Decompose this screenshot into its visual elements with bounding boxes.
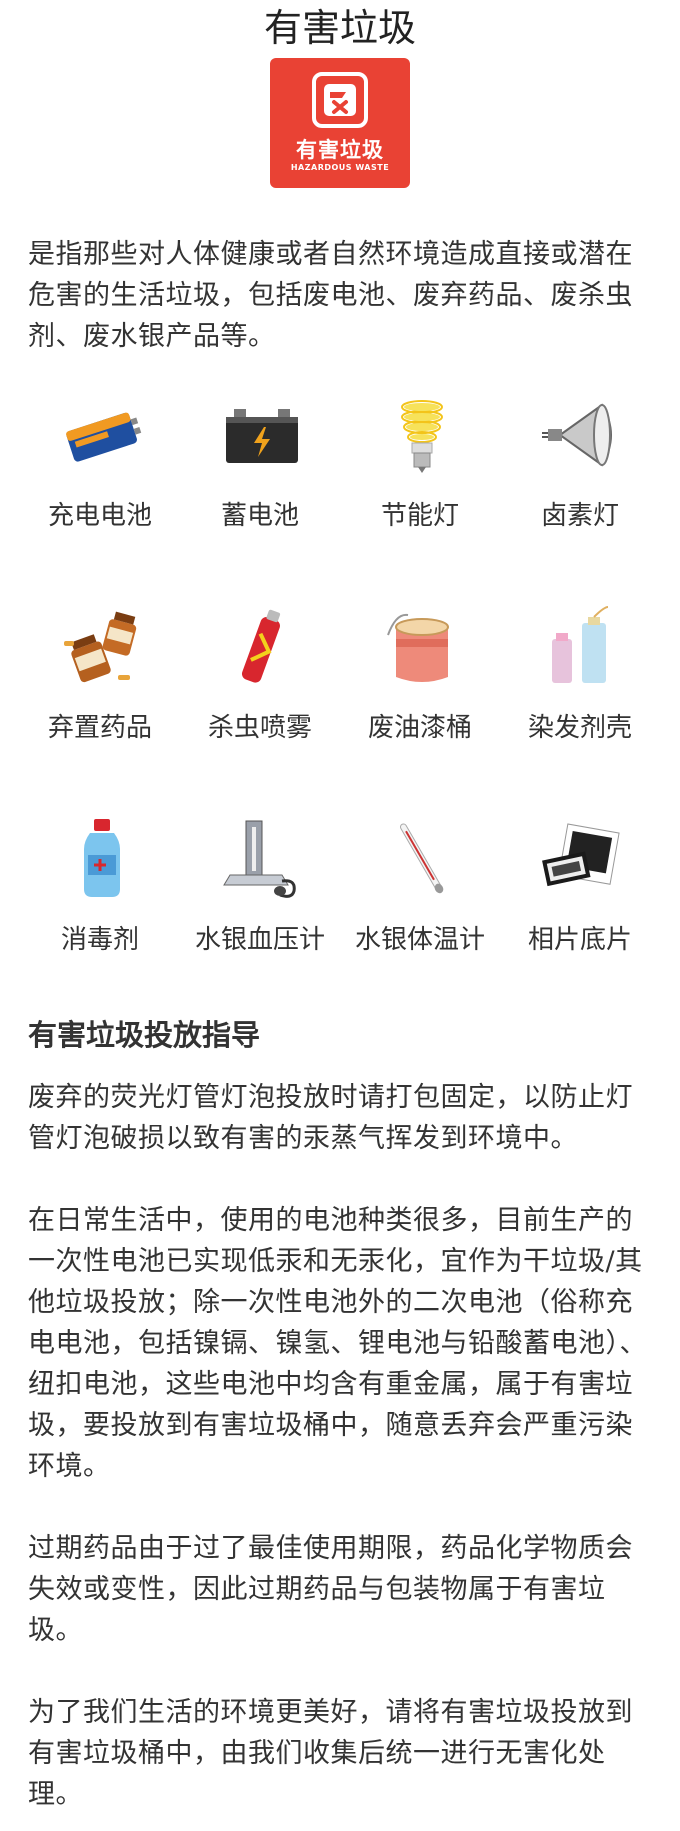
item-cell[interactable]: 弃置药品 (20, 591, 180, 803)
item-label: 蓄电池 (220, 501, 299, 531)
item-cell[interactable]: 杀虫喷雾 (180, 591, 340, 803)
item-label: 节能灯 (380, 501, 459, 531)
item-label: 消毒剂 (60, 925, 139, 955)
rechargeable-battery-icon (66, 412, 142, 462)
page: 有害垃圾 有害垃圾 HAZARDOUS WASTE 是指那些对人体健康或者自然环… (0, 6, 680, 1831)
item-label: 充电电池 (47, 501, 152, 531)
hazard-emblem-icon (312, 72, 368, 128)
photo-film-icon (542, 823, 620, 887)
logo-text: 有害垃圾 (296, 138, 384, 162)
item-label: 废油漆桶 (367, 713, 472, 743)
guide-paragraph: 为了我们生活的环境更美好，请将有害垃圾投放到有害垃圾桶中，由我们收集后统一进行无… (28, 1697, 633, 1810)
item-cell[interactable]: 染发剂壳 (500, 591, 660, 803)
item-cell[interactable]: 节能灯 (340, 379, 500, 591)
mercury-thermometer-icon (400, 823, 444, 894)
item-label: 卤素灯 (540, 501, 619, 531)
storage-battery-icon (226, 409, 298, 463)
guide-paragraph: 过期药品由于过了最佳使用期限，药品化学物质会失效或变性，因此过期药品与包装物属于… (28, 1533, 633, 1646)
insecticide-spray-icon (241, 609, 281, 683)
item-cell[interactable]: 充电电池 (20, 379, 180, 591)
item-cell[interactable]: 水银体温计 (340, 803, 500, 1015)
mercury-sphygmomanometer-icon (223, 820, 296, 898)
item-cell[interactable]: 废油漆桶 (340, 591, 500, 803)
paint-bucket-icon (387, 613, 449, 682)
item-cell[interactable]: 卤素灯 (500, 379, 660, 591)
item-label: 弃置药品 (47, 713, 152, 743)
item-cell[interactable]: 消毒剂 (20, 803, 180, 1015)
item-cell[interactable]: 水银血压计 (180, 803, 340, 1015)
item-grid: 充电电池 蓄电池 (20, 379, 660, 1015)
item-cell[interactable]: 相片底片 (500, 803, 660, 1015)
page-title: 有害垃圾 (263, 6, 416, 50)
guide-paragraph: 在日常生活中，使用的电池种类很多，目前生产的一次性电池已实现低汞和无汞化，宜作为… (28, 1205, 647, 1482)
disinfectant-bottle-icon (84, 819, 120, 897)
item-label: 相片底片 (527, 925, 632, 955)
intro-text: 是指那些对人体健康或者自然环境造成直接或潜在危害的生活垃圾，包括废电池、废弃药品… (28, 239, 633, 352)
item-label: 染发剂壳 (527, 713, 632, 743)
item-cell[interactable]: 蓄电池 (180, 379, 340, 591)
guide-paragraph: 废弃的荧光灯管灯泡投放时请打包固定，以防止灯管灯泡破损以致有害的汞蒸气挥发到环境… (28, 1082, 633, 1154)
guide-title: 有害垃圾投放指导 (28, 1018, 261, 1052)
item-label: 杀虫喷雾 (207, 713, 312, 743)
item-label: 水银体温计 (354, 925, 485, 955)
hazardous-waste-logo: 有害垃圾 HAZARDOUS WASTE (270, 58, 410, 188)
logo-subtext: HAZARDOUS WASTE (290, 163, 390, 172)
energy-saving-lamp-icon (401, 400, 443, 473)
medicine-bottle-icon (64, 611, 137, 683)
halogen-lamp-icon (542, 403, 612, 467)
hair-dye-tube-icon (552, 606, 609, 683)
item-label: 水银血压计 (194, 925, 325, 955)
